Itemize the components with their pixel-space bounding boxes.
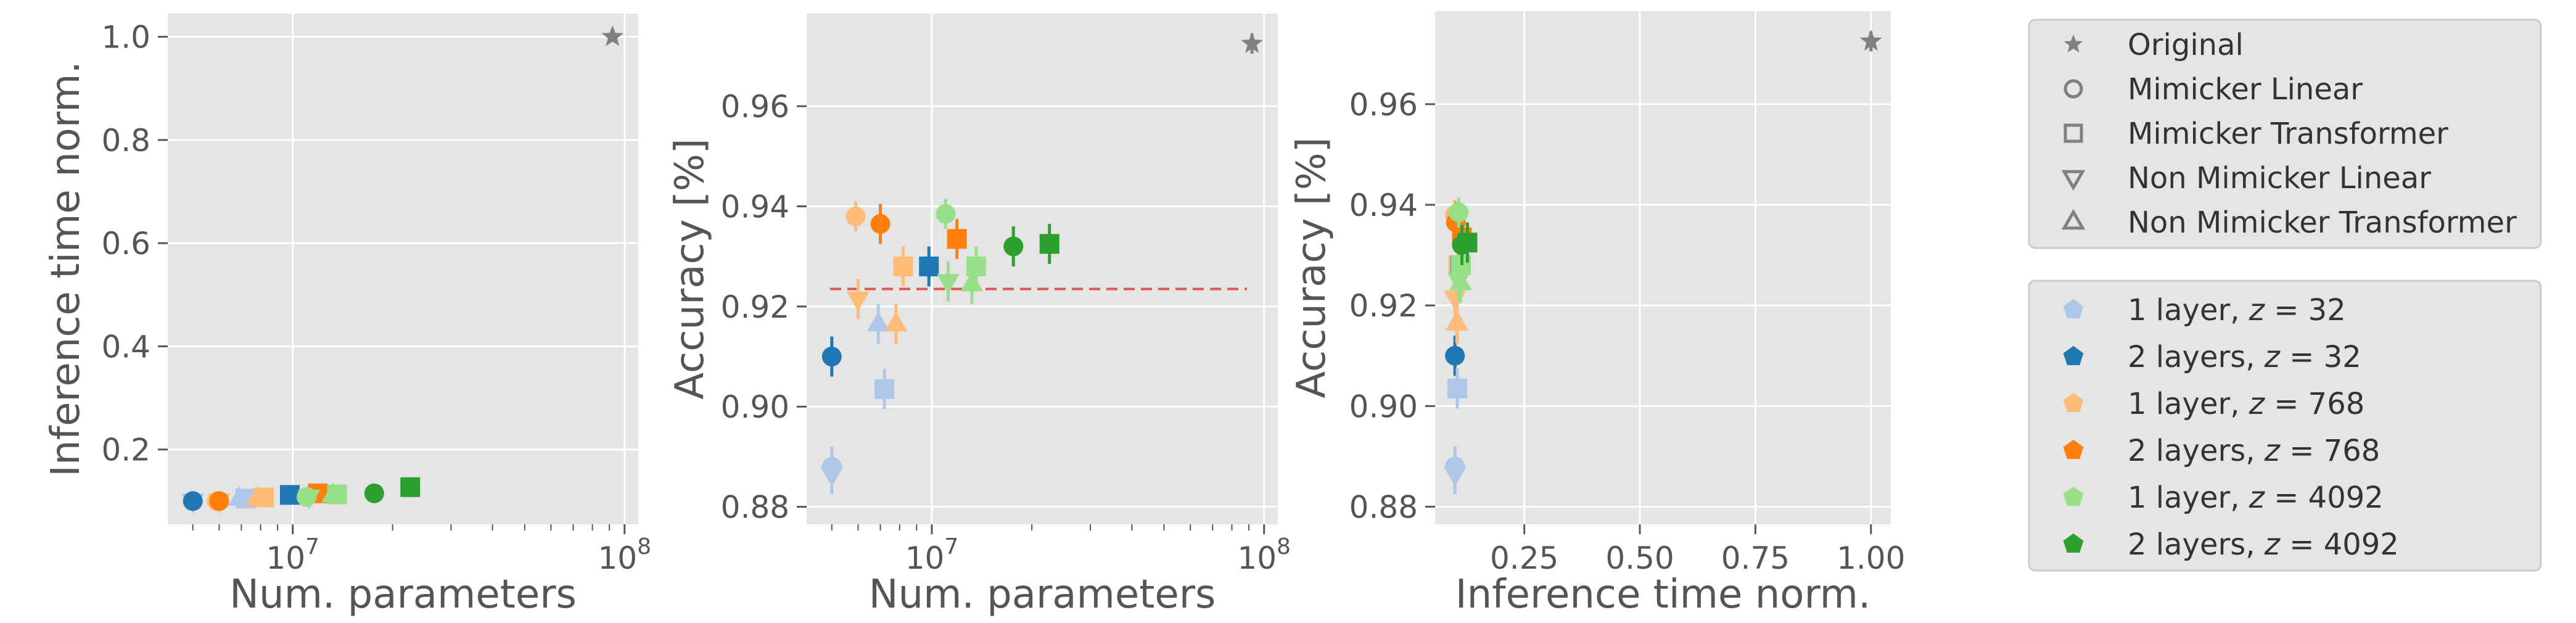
panel-1: 107 108 0.2 0.4 0.6 0.8 1.0 Num. parameters Infe… — [43, 14, 651, 617]
data-point — [1446, 310, 1469, 331]
y-axis-label: Accuracy [%] — [1289, 137, 1335, 398]
y-tick-label: 0.96 — [1349, 87, 1418, 123]
data-point — [936, 204, 956, 224]
data-point — [866, 312, 890, 332]
y-tick-label: 0.4 — [101, 329, 150, 365]
data-point — [209, 491, 229, 511]
data-point — [947, 229, 967, 249]
legend-sizes: 1 layer, z = 32 2 layers, z = 32 1 layer, … — [2028, 279, 2542, 572]
legend-pentagon-icon — [2063, 486, 2084, 506]
y-tick-label: 0.90 — [1349, 389, 1418, 424]
legend-label: 2 layers, z = 768 — [2128, 434, 2380, 468]
legend-label: 1 layer, z = 768 — [2128, 387, 2364, 421]
legend-marker-icon — [2064, 34, 2083, 53]
y-tick-label: 0.8 — [101, 123, 150, 159]
legend-marker-icon — [2061, 170, 2086, 191]
x-tick-label: 1.00 — [1837, 540, 1905, 576]
legend-pentagon-icon — [2063, 439, 2084, 459]
legend-label: 2 layers, z = 32 — [2128, 340, 2361, 374]
y-tick-label: 0.96 — [721, 89, 789, 125]
data-point — [874, 379, 895, 399]
data-point — [1457, 233, 1478, 253]
data-point — [1859, 30, 1882, 51]
panel-2: 107 108 0.88 0.90 0.92 0.94 0.96 Num. parameter… — [667, 14, 1291, 617]
data-point — [884, 312, 908, 332]
y-tick-label: 0.90 — [721, 389, 789, 425]
legend-label: Mimicker Transformer — [2128, 117, 2448, 151]
y-tick-label: 0.94 — [721, 189, 789, 225]
legend-label: 1 layer, z = 32 — [2128, 293, 2346, 328]
legend-label: Mimicker Linear — [2128, 72, 2363, 107]
data-point — [870, 213, 891, 234]
data-point — [1445, 345, 1465, 366]
x-tick-label: 108 — [1237, 534, 1291, 576]
data-point — [893, 256, 913, 276]
data-point — [279, 485, 300, 505]
data-point — [966, 256, 986, 276]
legend-box — [2028, 279, 2542, 572]
data-point — [1003, 236, 1024, 257]
x-tick-label: 108 — [598, 534, 651, 576]
x-axis-label: Num. parameters — [229, 572, 577, 617]
legend-pentagon-icon — [2063, 299, 2084, 318]
data-point — [937, 274, 960, 294]
x-axis-label: Inference time norm. — [1455, 572, 1871, 617]
legend-label: Non Mimicker Transformer — [2128, 205, 2517, 240]
x-tick-label: 0.25 — [1490, 540, 1558, 576]
legend-box — [2028, 19, 2542, 249]
data-point — [297, 489, 321, 510]
data-point — [846, 206, 866, 226]
data-point — [1449, 202, 1469, 223]
legend-pentagon-icon — [2063, 392, 2084, 412]
x-axis-label: Num. parameters — [869, 572, 1216, 617]
x-tick-label: 0.50 — [1605, 540, 1674, 576]
x-tick-label: 107 — [905, 534, 959, 576]
legend-label: 1 layer, z = 4092 — [2128, 481, 2384, 515]
data-point — [364, 483, 384, 503]
data-point — [821, 347, 842, 367]
legend-markers: Original Mimicker Linear Mimicker Transfor… — [2028, 19, 2542, 249]
data-point — [601, 25, 624, 46]
plot-area — [168, 14, 638, 524]
y-tick-label: 0.88 — [1349, 489, 1418, 525]
data-point — [183, 491, 203, 511]
data-point — [821, 456, 842, 477]
y-tick-label: 0.2 — [101, 432, 150, 468]
legend-label: 2 layers, z = 4092 — [2128, 527, 2399, 562]
data-point — [400, 477, 421, 497]
x-tick-label: 0.75 — [1721, 540, 1790, 576]
legend-label: Original — [2128, 28, 2244, 62]
data-point — [1445, 456, 1465, 477]
y-tick-label: 0.94 — [1349, 188, 1418, 223]
data-point — [1241, 32, 1263, 53]
y-tick-label: 0.88 — [721, 490, 789, 526]
panel-3: 0.25 0.50 0.75 1.00 0.88 0.90 0.92 0.94 0.96 Infe… — [1289, 11, 1905, 617]
plot-area — [807, 14, 1278, 524]
data-point — [254, 487, 274, 508]
legend-marker-icon — [2064, 79, 2083, 99]
legend-pentagon-icon — [2063, 345, 2084, 365]
y-tick-label: 1.0 — [101, 20, 150, 56]
legend-marker-icon — [2064, 123, 2083, 143]
data-point — [327, 484, 347, 505]
y-axis-label: Accuracy [%] — [667, 138, 713, 399]
data-point — [919, 256, 939, 276]
x-tick-label: 107 — [266, 534, 319, 576]
data-point — [1447, 378, 1467, 398]
y-tick-label: 0.92 — [721, 289, 789, 325]
legend-label: Non Mimicker Linear — [2128, 161, 2431, 196]
y-axis-label: Inference time norm. — [43, 61, 89, 477]
legend-marker-icon — [2061, 208, 2086, 230]
y-tick-label: 0.6 — [101, 226, 150, 262]
data-point — [1039, 234, 1060, 254]
legend-pentagon-icon — [2063, 533, 2084, 553]
plot-area — [1435, 11, 1891, 524]
data-point — [847, 291, 870, 312]
y-tick-label: 0.92 — [1349, 288, 1418, 324]
